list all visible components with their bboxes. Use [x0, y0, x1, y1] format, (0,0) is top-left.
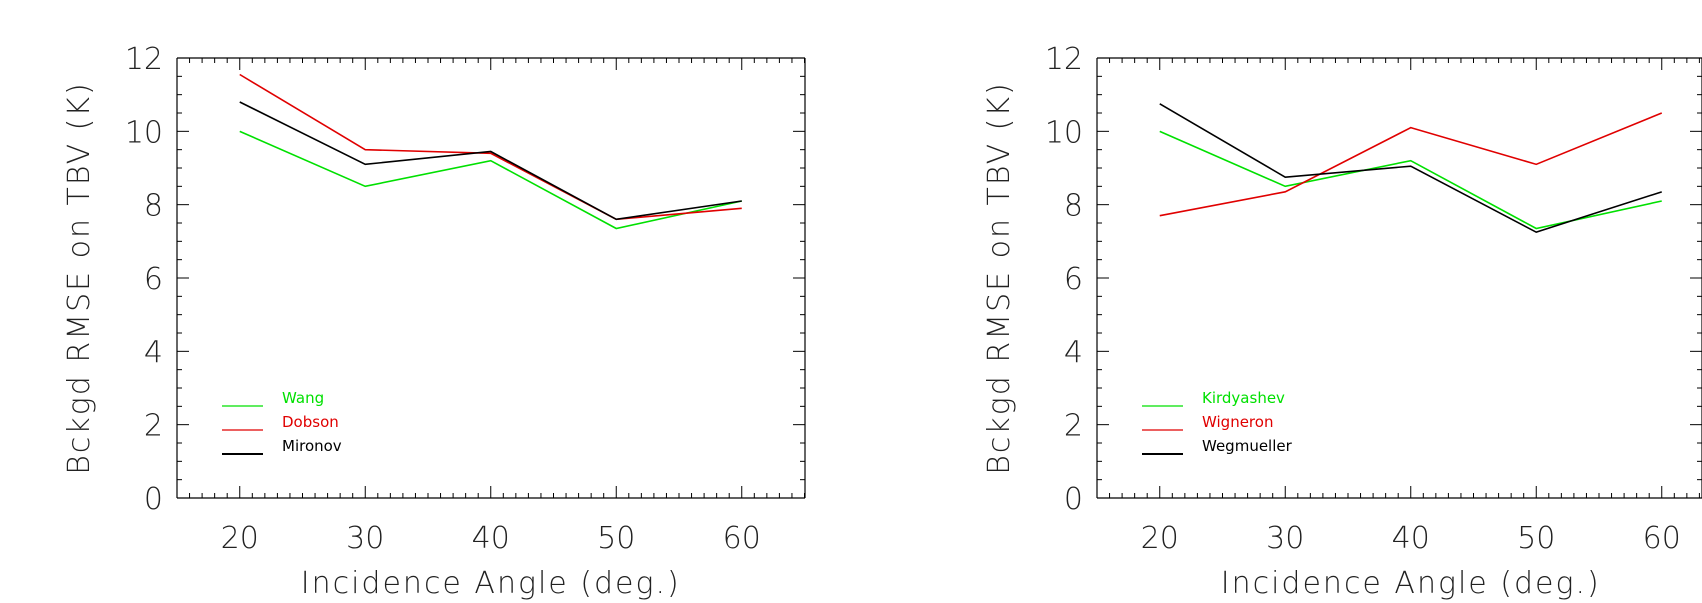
- y-tick-label: 4: [144, 335, 163, 370]
- x-axis-label: Incidence Angle (deg.): [301, 566, 681, 601]
- y-tick-label: 10: [125, 115, 163, 150]
- y-tick-label: 4: [1064, 335, 1083, 370]
- x-tick-label: 40: [472, 521, 510, 556]
- y-tick-label: 8: [1064, 189, 1083, 224]
- y-tick-label: 0: [144, 482, 163, 517]
- series-line-dobson: [239, 73, 742, 221]
- legend-label: Mironov: [282, 437, 342, 455]
- legend-label: Dobson: [282, 413, 339, 431]
- series-line-wegmueller: [1159, 103, 1662, 234]
- x-tick-label: 20: [221, 521, 259, 556]
- y-tick-label: 12: [125, 42, 163, 77]
- y-tick-label: 6: [1064, 262, 1083, 297]
- legend-label: Wang: [282, 389, 324, 407]
- y-tick-label: 2: [144, 409, 163, 444]
- x-tick-label: 50: [597, 521, 635, 556]
- chart-1: 20 30 40 50 60 0 2 4 6 8 10 12 Incidence Angle (deg.…: [62, 42, 806, 601]
- series-line-wang: [239, 130, 742, 230]
- legend: Wang Dobson Mironov: [222, 389, 342, 455]
- x-axis-label: Incidence Angle (deg.): [1221, 566, 1601, 601]
- x-tick-label: 30: [346, 521, 384, 556]
- x-tick-label: 60: [1643, 521, 1681, 556]
- x-tick-label: 30: [1266, 521, 1304, 556]
- y-tick-label: 10: [1045, 115, 1083, 150]
- x-tick-label: 40: [1392, 521, 1430, 556]
- y-tick-label: 12: [1045, 42, 1083, 77]
- legend-label: Wigneron: [1202, 413, 1273, 431]
- y-tick-label: 2: [1064, 409, 1083, 444]
- chart-2: 20 30 40 50 60 0 2 4 6 8 10 12 Incidence Angle (deg.…: [982, 42, 1702, 601]
- x-tick-label: 20: [1141, 521, 1179, 556]
- y-axis-label: Bckgd RMSE on TBV (K): [982, 81, 1017, 474]
- legend-label: Kirdyashev: [1202, 389, 1285, 407]
- series-line-kirdyashev: [1159, 130, 1662, 230]
- x-tick-label: 60: [723, 521, 761, 556]
- y-tick-label: 6: [144, 262, 163, 297]
- y-tick-label: 0: [1064, 482, 1083, 517]
- legend: Kirdyashev Wigneron Wegmueller: [1142, 389, 1293, 455]
- y-tick-label: 8: [144, 189, 163, 224]
- legend-label: Wegmueller: [1202, 437, 1293, 455]
- y-axis-label: Bckgd RMSE on TBV (K): [62, 81, 97, 474]
- x-tick-label: 50: [1517, 521, 1555, 556]
